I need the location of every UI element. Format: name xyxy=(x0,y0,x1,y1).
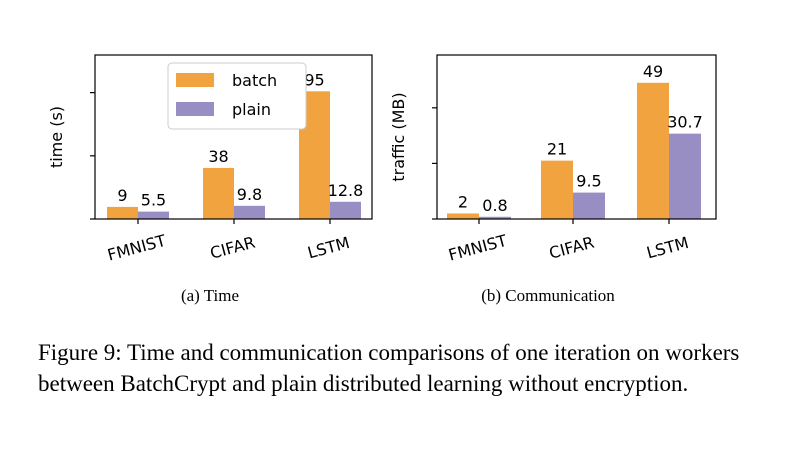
legend-swatch-batch xyxy=(176,73,214,87)
figure-caption: Figure 9: Time and communication compari… xyxy=(38,340,740,396)
x-tick-label-cifar: CIFAR xyxy=(208,233,257,263)
bar-plain-fmnist xyxy=(138,211,169,219)
legend: batch plain xyxy=(167,62,307,130)
legend-swatch-plain xyxy=(176,102,214,116)
bar-plain-cifar xyxy=(573,192,605,219)
value-label-batch-lstm: 49 xyxy=(643,62,663,81)
bar-batch-cifar xyxy=(541,160,573,219)
bar-batch-fmnist xyxy=(447,213,479,219)
x-tick-label-fmnist: FMNIST xyxy=(105,231,168,265)
x-tick-label-cifar: CIFAR xyxy=(547,233,596,263)
chart-communication: 2 21 49 0.8 9.5 30.7 FMNIST CIFAR LSTM traffic (M… xyxy=(389,54,717,265)
x-tick-label-lstm: LSTM xyxy=(306,233,352,262)
value-label-plain-cifar: 9.5 xyxy=(576,172,601,191)
value-label-batch-cifar: 21 xyxy=(547,140,567,159)
y-axis-title: time (s) xyxy=(47,106,66,168)
bar-plain-cifar xyxy=(234,205,265,219)
bar-batch-fmnist xyxy=(107,206,138,219)
bar-batch-cifar xyxy=(203,167,234,219)
figure-canvas: 9 38 95 5.5 9.8 12.8 FMNIST CIFAR LSTM time (s) 2… xyxy=(47,54,717,305)
bar-plain-lstm xyxy=(330,201,361,219)
x-tick-label-lstm: LSTM xyxy=(645,233,691,262)
value-label-plain-cifar: 9.8 xyxy=(237,185,262,204)
value-label-batch-cifar: 38 xyxy=(208,147,228,166)
subcaption-communication: (b) Communication xyxy=(481,286,615,305)
value-label-plain-lstm: 12.8 xyxy=(328,181,364,200)
bar-plain-lstm xyxy=(669,133,701,219)
value-label-plain-lstm: 30.7 xyxy=(667,113,703,132)
subcaption-time: (a) Time xyxy=(181,286,239,305)
legend-label-batch: batch xyxy=(232,71,277,90)
legend-label-plain: plain xyxy=(232,100,271,119)
bar-plain-fmnist xyxy=(479,216,511,219)
bar-batch-lstm xyxy=(637,82,669,220)
axes-frame xyxy=(436,54,717,220)
chart-time: 9 38 95 5.5 9.8 12.8 FMNIST CIFAR LSTM time (s) xyxy=(47,54,373,265)
x-tick-label-fmnist: FMNIST xyxy=(446,231,509,265)
value-label-batch-fmnist: 9 xyxy=(117,186,127,205)
value-label-plain-fmnist: 5.5 xyxy=(141,191,166,210)
value-label-batch-lstm: 95 xyxy=(304,70,324,89)
value-label-plain-fmnist: 0.8 xyxy=(482,196,507,215)
value-label-batch-fmnist: 2 xyxy=(458,192,468,211)
y-axis-title: traffic (MB) xyxy=(389,92,408,181)
